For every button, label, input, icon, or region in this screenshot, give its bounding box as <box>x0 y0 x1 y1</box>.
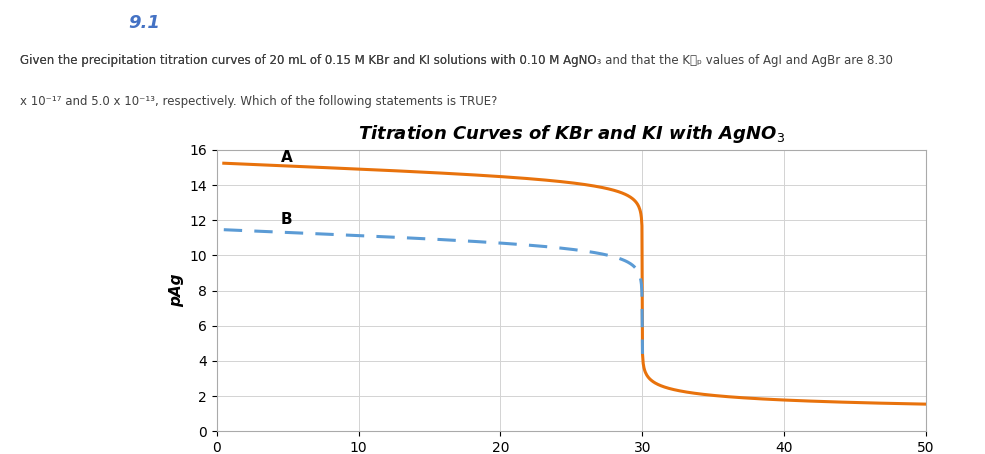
Text: Given the precipitation titration curves of 20 mL of 0.15 M KBr and KI solutions: Given the precipitation titration curves… <box>20 54 596 68</box>
Text: 9.1: 9.1 <box>128 14 160 32</box>
Title: Titration Curves of KBr and KI with AgNO$_3$: Titration Curves of KBr and KI with AgNO… <box>358 123 785 145</box>
Text: x 10⁻¹⁷ and 5.0 x 10⁻¹³, respectively. Which of the following statements is TRUE: x 10⁻¹⁷ and 5.0 x 10⁻¹³, respectively. W… <box>20 95 497 109</box>
Text: B: B <box>281 212 293 227</box>
Text: Given the precipitation titration curves of 20 mL of 0.15 M KBr and KI solutions: Given the precipitation titration curves… <box>20 54 892 68</box>
Text: A: A <box>281 150 293 165</box>
Y-axis label: pAg: pAg <box>168 274 183 307</box>
